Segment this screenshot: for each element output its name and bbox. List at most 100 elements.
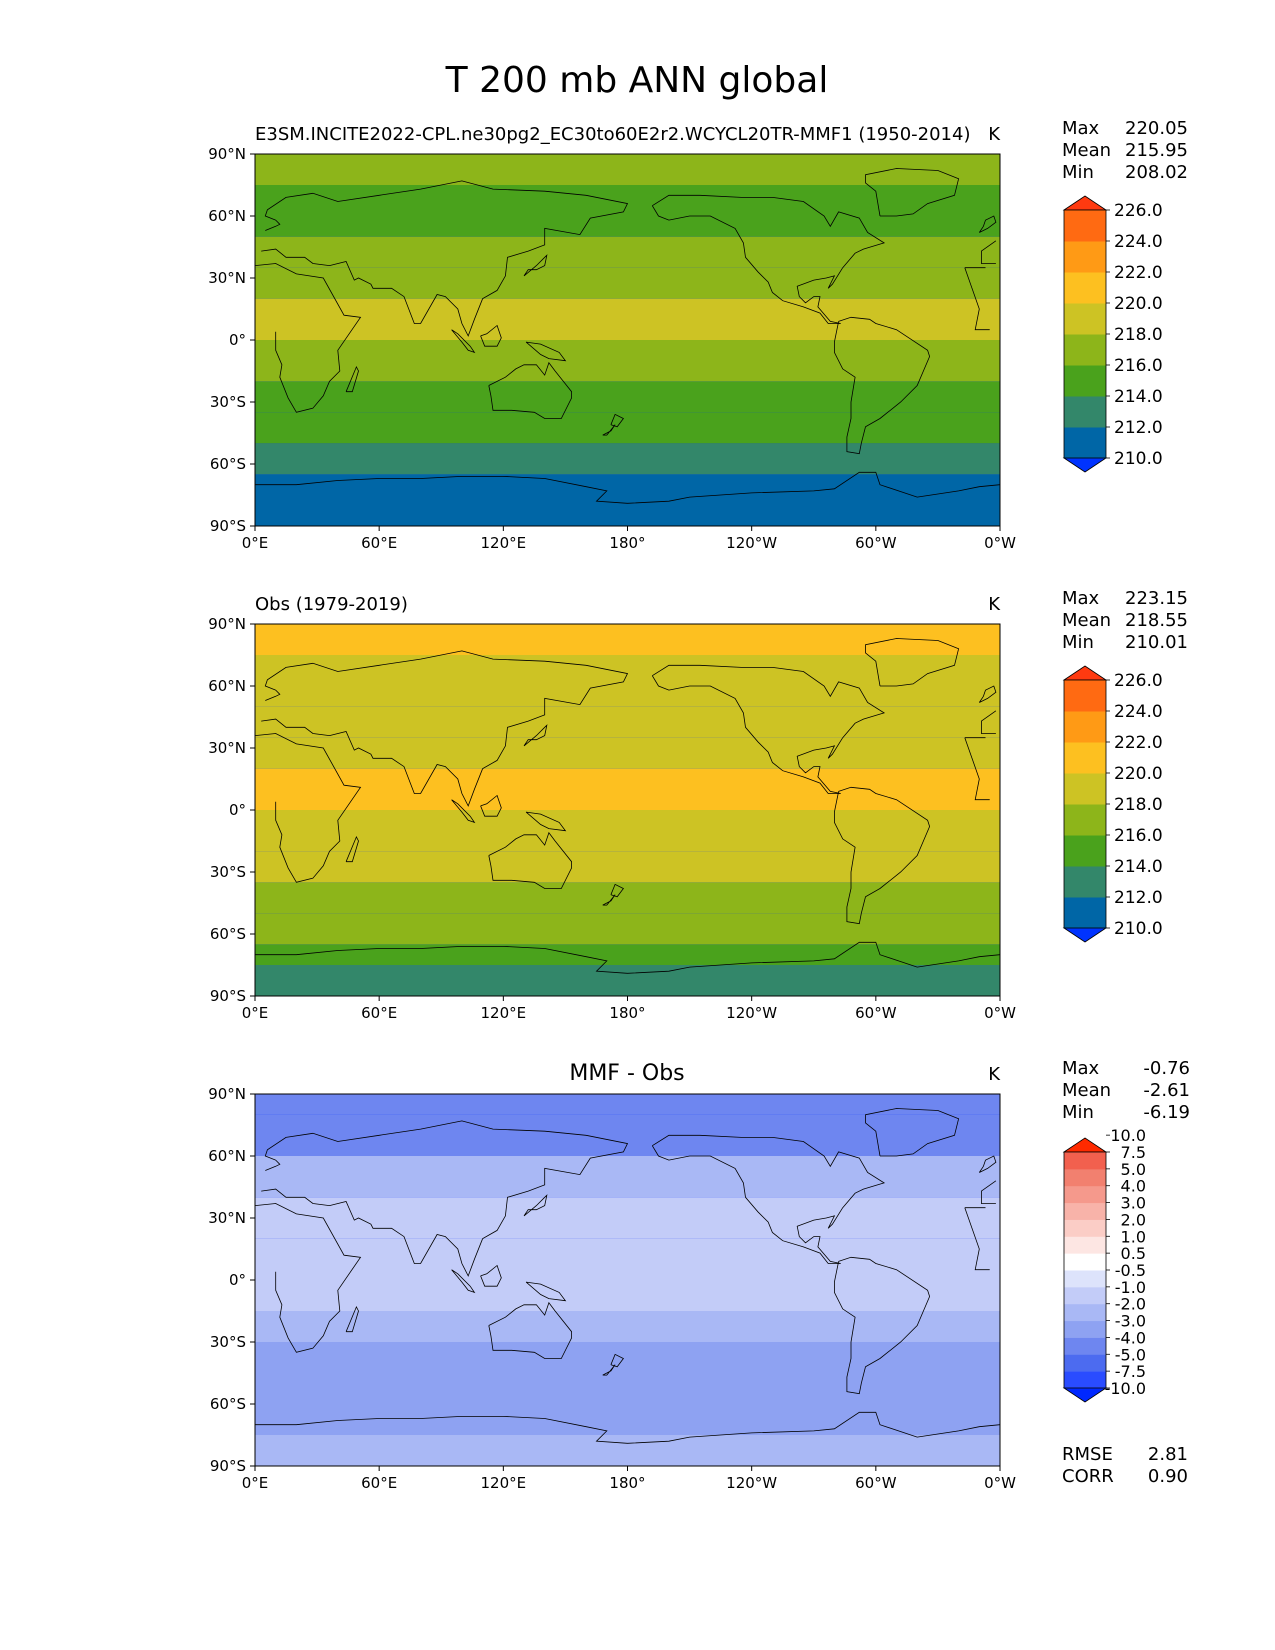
- colorbar-segment: [1064, 742, 1106, 774]
- x-tick-label: 0°E: [242, 534, 269, 552]
- coastline: [651, 664, 886, 794]
- metric-label: RMSE: [1062, 1444, 1113, 1465]
- colorbar-segment: [1064, 303, 1106, 335]
- metric-value: 2.81: [1148, 1444, 1188, 1465]
- zonal-band: [255, 474, 1000, 495]
- coastline: [834, 1256, 931, 1395]
- zonal-band: [255, 298, 1000, 340]
- x-tick-label: 60°E: [361, 1004, 397, 1022]
- coastline: [865, 168, 960, 217]
- colorbar-label: 210.0: [1114, 449, 1163, 469]
- y-tick-label: 30°N: [208, 739, 246, 757]
- stat-value: 223.15: [1125, 588, 1188, 609]
- coastline: [525, 1281, 567, 1302]
- colorbar-extend-min: [1062, 927, 1108, 943]
- coastline: [255, 941, 1001, 974]
- x-tick-label: 60°W: [855, 1474, 897, 1492]
- colorbar-label: 3.0: [1121, 1194, 1146, 1213]
- panel-reference-map: 0°E 60°E 120°E 180° 120°W 60°W 0°W 90°N 60°N 30°N…: [208, 615, 1016, 1022]
- x-tick-label: 120°W: [726, 1474, 777, 1492]
- coastline: [525, 341, 567, 362]
- stat-value: -0.76: [1143, 1058, 1190, 1079]
- y-tick-label: 60°S: [210, 925, 246, 943]
- y-tick-label: 90°S: [210, 987, 246, 1005]
- y-tick-label: 30°S: [210, 863, 246, 881]
- colorbar-segment: [1064, 210, 1106, 242]
- zonal-band: [255, 768, 1000, 810]
- colorbar-label: 220.0: [1114, 294, 1163, 314]
- colorbar-segment: [1064, 1168, 1106, 1187]
- x-tick-label: 180°: [609, 1004, 645, 1022]
- coastline: [610, 883, 625, 898]
- metric-label: CORR: [1062, 1466, 1114, 1487]
- zonal-band: [255, 154, 1000, 185]
- panel-test-title-left: E3SM.INCITE2022-CPL.ne30pg2_EC30to60E2r2…: [255, 124, 970, 145]
- colorbar-label: -10.0: [1105, 1379, 1146, 1398]
- y-tick-label: 30°N: [208, 269, 246, 287]
- colorbar-segment: [1064, 1270, 1106, 1288]
- zonal-band: [255, 1238, 1000, 1280]
- coastline: [523, 724, 548, 747]
- colorbar-segment: [1064, 365, 1106, 397]
- colorbar-segment: [1064, 897, 1106, 929]
- colorbar-label: 224.0: [1114, 232, 1163, 252]
- colorbar-label: 212.0: [1114, 418, 1163, 438]
- colorbar-label: 210.0: [1114, 919, 1163, 939]
- x-tick-label: 120°W: [726, 534, 777, 552]
- coastline: [345, 1305, 359, 1333]
- coastlines: [254, 638, 1001, 974]
- y-tick-label: 30°S: [210, 393, 246, 411]
- coastline: [261, 1120, 997, 1277]
- panel-test: E3SM.INCITE2022-CPL.ne30pg2_EC30to60E2r2…: [208, 118, 1188, 552]
- colorbar-segment: [1064, 680, 1106, 712]
- y-tick-label: 60°N: [208, 207, 246, 225]
- zonal-band: [255, 1373, 1000, 1404]
- figure-title: T 200 mb ANN global: [445, 60, 829, 101]
- zonal-band: [255, 706, 1000, 738]
- colorbar-label: -7.5: [1115, 1362, 1146, 1381]
- x-tick-label: 0°W: [984, 1004, 1016, 1022]
- colorbar-label: 218.0: [1114, 325, 1163, 345]
- colorbar-label: 218.0: [1114, 795, 1163, 815]
- panel-test-units: K: [988, 124, 1001, 145]
- coastline: [254, 263, 990, 413]
- y-tick-label: 60°N: [208, 1147, 246, 1165]
- coastline: [834, 316, 931, 455]
- x-tick-label: 0°W: [984, 1474, 1016, 1492]
- coastline: [865, 638, 960, 687]
- panel-test-map: 0°E 60°E 120°E 180° 120°W 60°W 0°W 90°N 60°N 30°N…: [208, 145, 1016, 552]
- coastline: [254, 1203, 990, 1353]
- panel-reference-colorbar: 210.0 212.0 214.0 216.0 218.0 220.0 222.0 224.0…: [1062, 665, 1163, 943]
- y-tick-label: 30°N: [208, 1209, 246, 1227]
- colorbar-label: -2.0: [1115, 1295, 1146, 1314]
- x-tick-label: 180°: [609, 1474, 645, 1492]
- zonal-band: [255, 1435, 1000, 1466]
- colorbar-segment: [1064, 804, 1106, 836]
- zonal-band: [255, 1156, 1000, 1198]
- coastline: [255, 1411, 1001, 1444]
- panel-test-colorbar: 210.0 212.0 214.0 216.0 218.0 220.0 222.0 224.0…: [1062, 195, 1163, 473]
- y-tick-label: 30°S: [210, 1333, 246, 1351]
- zonal-band: [255, 944, 1000, 965]
- stat-value: 220.05: [1125, 118, 1188, 139]
- stat-label: Mean: [1062, 1080, 1111, 1101]
- colorbar-label: 226.0: [1114, 201, 1163, 221]
- zonal-band: [255, 216, 1000, 237]
- stat-label: Mean: [1062, 140, 1111, 161]
- zonal-band: [255, 443, 1000, 475]
- y-tick-label: 0°: [229, 801, 246, 819]
- coastline: [651, 194, 886, 324]
- colorbar-segment: [1064, 1303, 1106, 1322]
- panel-reference: Obs (1979-2019) K 0°E 60°E 120°E 180° 120°W 6…: [208, 588, 1188, 1022]
- colorbar-extend-min: [1062, 457, 1108, 473]
- stat-label: Min: [1062, 162, 1094, 183]
- zonal-band: [255, 1311, 1000, 1342]
- stat-value: 218.55: [1125, 610, 1188, 631]
- zonal-band: [255, 851, 1000, 883]
- colorbar-label: -4.0: [1115, 1328, 1146, 1347]
- colorbar-label: -5.0: [1115, 1345, 1146, 1364]
- colorbar-label: 7.5: [1121, 1143, 1146, 1162]
- zonal-band: [255, 1342, 1000, 1373]
- coastline: [978, 1155, 997, 1173]
